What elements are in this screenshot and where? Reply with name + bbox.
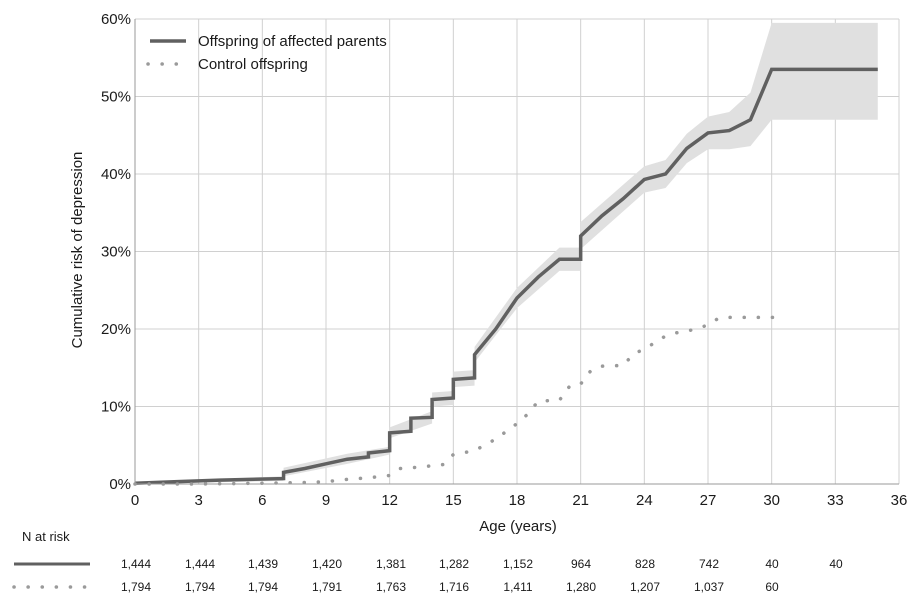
risk-value-offspring-affected: 742 [699, 557, 719, 571]
x-tick-label: 36 [891, 492, 908, 509]
x-tick-label: 3 [194, 492, 202, 509]
risk-value-control: 1,763 [376, 580, 406, 594]
x-tick-label: 30 [763, 492, 780, 509]
risk-value-offspring-affected: 1,444 [185, 557, 215, 571]
series-line-offspring-affected [134, 67, 878, 485]
risk-value-control: 1,037 [694, 580, 724, 594]
risk-value-offspring-affected: 40 [829, 557, 843, 571]
x-tick-label: 12 [381, 492, 398, 509]
risk-value-control: 1,791 [312, 580, 342, 594]
risk-value-control: 1,794 [185, 580, 215, 594]
y-tick-label: 10% [101, 399, 131, 416]
risk-value-control: 1,794 [121, 580, 151, 594]
risk-value-offspring-affected: 964 [571, 557, 591, 571]
risk-value-offspring-affected: 1,282 [439, 557, 469, 571]
risk-value-control: 1,794 [248, 580, 278, 594]
x-tick-label: 27 [700, 492, 717, 509]
y-tick-label: 20% [101, 321, 131, 338]
confidence-band-layer [135, 22, 878, 484]
confidence-band [135, 22, 878, 484]
x-tick-label: 18 [509, 492, 526, 509]
risk-value-control: 1,280 [566, 580, 596, 594]
n-at-risk-title: N at risk [22, 529, 70, 544]
y-tick-label: 60% [101, 11, 131, 28]
x-tick-label: 6 [258, 492, 266, 509]
x-tick-label: 15 [445, 492, 462, 509]
series-line-control [133, 315, 785, 486]
y-tick-label: 50% [101, 89, 131, 106]
x-tick-label: 33 [827, 492, 844, 509]
legend: Offspring of affected parents Control off… [146, 33, 387, 73]
risk-value-offspring-affected: 1,444 [121, 557, 151, 571]
n-at-risk-table: N at risk 1,444 1,444 1,439 1,420 1,381 1,282… [12, 529, 843, 594]
y-axis-title: Cumulative risk of depression [69, 152, 86, 349]
risk-value-control: 60 [765, 580, 779, 594]
x-tick-label: 9 [322, 492, 330, 509]
risk-value-offspring-affected: 1,381 [376, 557, 406, 571]
y-tick-label: 40% [101, 166, 131, 183]
risk-value-control: 1,716 [439, 580, 469, 594]
x-tick-label: 21 [572, 492, 589, 509]
risk-value-offspring-affected: 1,420 [312, 557, 342, 571]
y-tick-label: 0% [109, 476, 131, 493]
risk-value-offspring-affected: 1,439 [248, 557, 278, 571]
x-axis-title: Age (years) [479, 518, 557, 535]
series-layer [133, 67, 878, 486]
x-tick-label: 24 [636, 492, 653, 509]
risk-value-control: 1,411 [503, 580, 532, 594]
y-tick-label: 30% [101, 244, 131, 261]
legend-label-control: Control offspring [198, 56, 308, 73]
risk-value-offspring-affected: 828 [635, 557, 655, 571]
x-tick-label: 0 [131, 492, 139, 509]
axes: 0 3 6 9 12 15 18 21 24 27 30 33 360%10%20%30%40%50%6… [101, 11, 907, 509]
risk-value-control: 1,207 [630, 580, 660, 594]
risk-value-offspring-affected: 40 [765, 557, 779, 571]
legend-label-offspring-affected: Offspring of affected parents [198, 33, 387, 50]
risk-value-offspring-affected: 1,152 [503, 557, 533, 571]
